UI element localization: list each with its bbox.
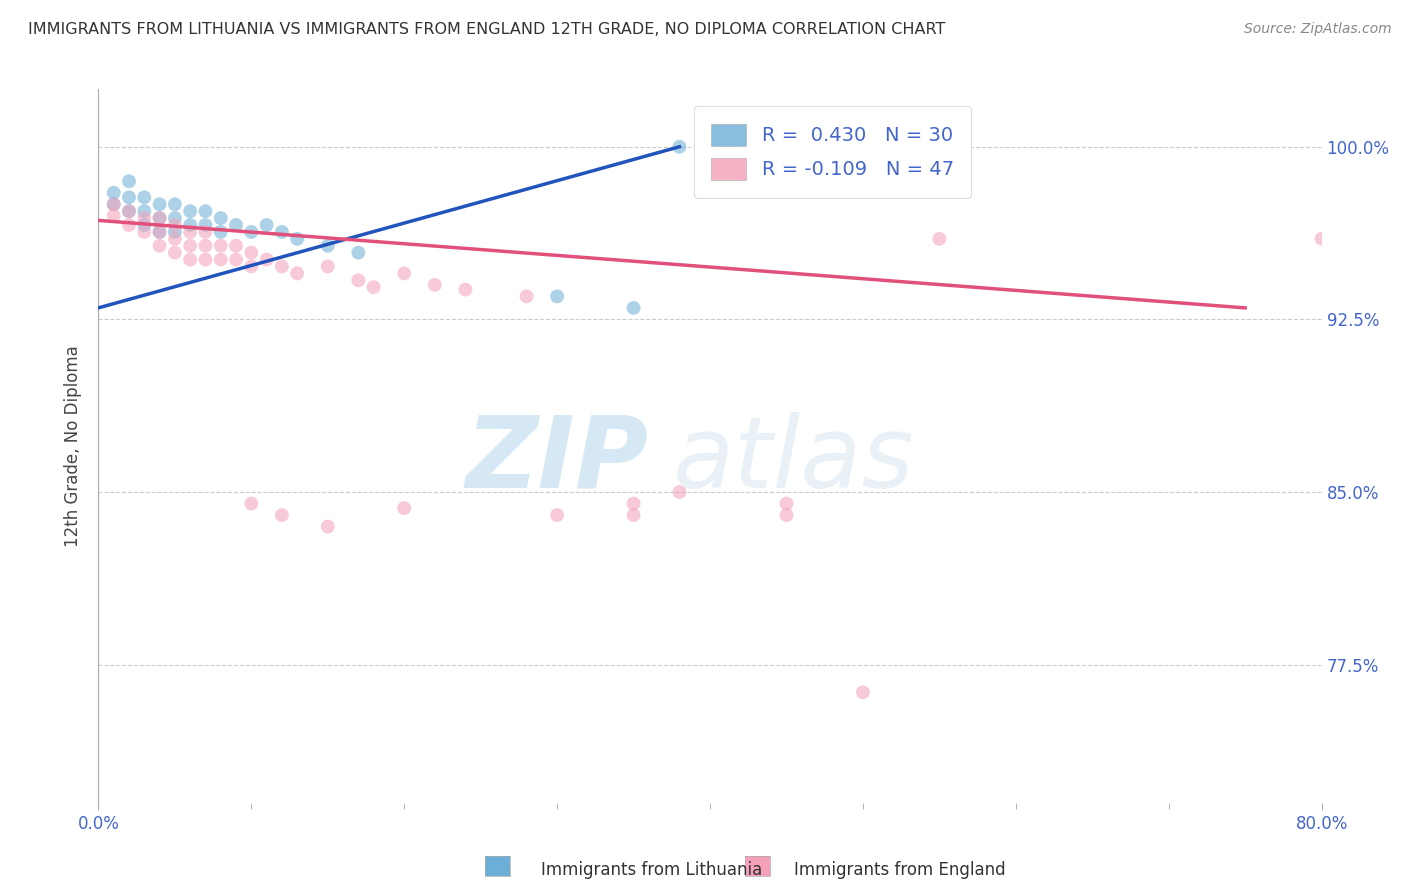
Y-axis label: 12th Grade, No Diploma: 12th Grade, No Diploma <box>65 345 83 547</box>
Point <box>134 190 156 204</box>
Point <box>928 232 950 246</box>
Point <box>775 508 797 522</box>
Point <box>163 218 186 232</box>
Legend: R =  0.430   N = 30, R = -0.109   N = 47: R = 0.430 N = 30, R = -0.109 N = 47 <box>693 106 972 198</box>
Point <box>347 273 370 287</box>
Point <box>392 266 416 280</box>
Point <box>1310 232 1333 246</box>
Point <box>209 225 232 239</box>
Point <box>240 225 263 239</box>
Point <box>852 685 875 699</box>
Point <box>623 497 645 511</box>
Point <box>775 497 797 511</box>
Point <box>118 204 141 219</box>
Point <box>270 260 292 274</box>
Text: atlas: atlas <box>673 412 915 508</box>
Point <box>316 238 339 252</box>
Point <box>623 508 645 522</box>
Point <box>623 301 645 315</box>
Point <box>363 280 385 294</box>
Point <box>270 508 292 522</box>
Point <box>179 225 201 239</box>
Point <box>163 232 186 246</box>
Point <box>256 218 278 232</box>
Point <box>668 140 690 154</box>
Point <box>149 225 172 239</box>
Point <box>118 204 141 219</box>
Point <box>179 238 201 252</box>
Point <box>225 252 247 267</box>
Point <box>103 197 125 211</box>
Point <box>225 218 247 232</box>
Point <box>209 238 232 252</box>
Point <box>347 245 370 260</box>
Point <box>256 252 278 267</box>
Point <box>546 508 568 522</box>
Point <box>179 218 201 232</box>
Text: IMMIGRANTS FROM LITHUANIA VS IMMIGRANTS FROM ENGLAND 12TH GRADE, NO DIPLOMA CORR: IMMIGRANTS FROM LITHUANIA VS IMMIGRANTS … <box>28 22 945 37</box>
Point <box>163 225 186 239</box>
Point <box>103 186 125 200</box>
Point <box>240 260 263 274</box>
Point <box>209 252 232 267</box>
Point <box>194 238 217 252</box>
Text: Immigrants from Lithuania: Immigrants from Lithuania <box>541 861 762 879</box>
Text: ZIP: ZIP <box>465 412 650 508</box>
Point <box>163 197 186 211</box>
Point <box>149 225 172 239</box>
Point <box>270 225 292 239</box>
Point <box>194 218 217 232</box>
Point <box>240 497 263 511</box>
Point <box>240 245 263 260</box>
Point <box>225 238 247 252</box>
Point <box>209 211 232 226</box>
Point <box>392 501 416 516</box>
Point <box>134 225 156 239</box>
Point <box>118 218 141 232</box>
Point <box>179 204 201 219</box>
Point <box>118 190 141 204</box>
Point <box>149 211 172 226</box>
Point <box>423 277 446 292</box>
Point <box>194 252 217 267</box>
Point <box>194 204 217 219</box>
Point <box>118 174 141 188</box>
Point <box>516 289 538 303</box>
Text: Source: ZipAtlas.com: Source: ZipAtlas.com <box>1244 22 1392 37</box>
Point <box>134 211 156 226</box>
Point <box>134 204 156 219</box>
Point <box>454 283 477 297</box>
Point <box>149 211 172 226</box>
Point <box>285 232 308 246</box>
Point <box>194 225 217 239</box>
Point <box>149 197 172 211</box>
Point <box>163 211 186 226</box>
Point <box>103 209 125 223</box>
Point <box>316 519 339 533</box>
Point <box>149 238 172 252</box>
Text: Immigrants from England: Immigrants from England <box>794 861 1007 879</box>
Point <box>103 197 125 211</box>
Point <box>134 218 156 232</box>
Point <box>163 245 186 260</box>
Point <box>179 252 201 267</box>
Point <box>668 485 690 500</box>
Point <box>285 266 308 280</box>
Point <box>546 289 568 303</box>
Point <box>316 260 339 274</box>
